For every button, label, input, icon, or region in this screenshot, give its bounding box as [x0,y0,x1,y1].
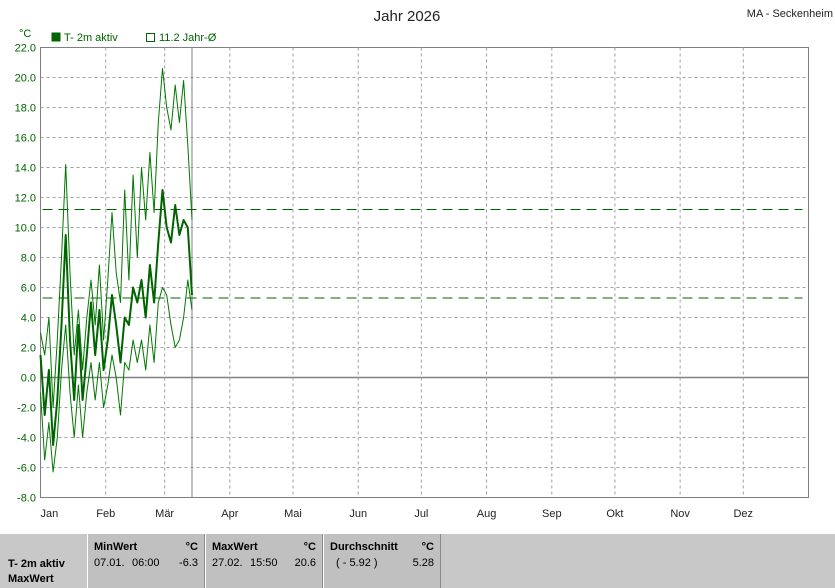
y-tick-label: 8.0 [21,253,36,265]
legend-swatch-hollow-icon [146,33,155,42]
station-name: MA - Seckenheim [747,8,833,20]
y-tick-label: 0.0 [21,373,36,385]
y-tick-label: 12.0 [15,193,36,205]
max-unit: °C [303,541,316,553]
min-value: -6.3 [179,557,198,569]
y-tick-label: 10.0 [15,223,36,235]
legend-label-average: 11.2 Jahr-Ø [159,32,217,44]
y-tick-label: 6.0 [21,283,36,295]
avg-value: 5.28 [412,557,434,569]
min-time: 06:00 [132,557,160,569]
legend-swatch-filled-icon [51,32,61,42]
y-tick-label: -8.0 [17,493,36,505]
month-label: Sep [542,508,562,520]
series-line-t-2m-aktiv [39,189,193,446]
series-line-tmin [40,279,193,473]
y-tick-label: 20.0 [15,73,36,85]
y-tick-label: 22.0 [15,43,36,55]
y-tick-labels: 22.0 20.0 18.0 16.0 14.0 12.0 10.0 8.0 6.0 4.0 2.0… [15,43,36,505]
month-label: Nov [670,508,690,520]
avg-note: ( - 5.92 ) [336,557,378,569]
month-label: Jun [349,508,367,520]
series-line-tmax [40,68,193,408]
y-tick-label: 4.0 [21,313,36,325]
min-unit: °C [185,541,198,553]
stats-footer: T- 2m aktiv MaxWert MinWert °C 07.01. 06… [0,534,835,588]
stat-cell-max: MaxWert °C 27.02. 15:50 20.6 [205,534,323,588]
series-lines [39,68,193,473]
y-tick-label: -4.0 [17,433,36,445]
avg-header: Durchschnitt [330,541,398,553]
stat-cell-average: Durchschnitt °C ( - 5.92 ) 5.28 [323,534,441,588]
footer-row-label-series: T- 2m aktiv [8,558,65,570]
stat-cell-min: MinWert °C 07.01. 06:00 -6.3 [87,534,205,588]
max-time: 15:50 [250,557,278,569]
month-label: Jul [414,508,428,520]
month-label: Mär [155,508,174,520]
y-tick-label: -2.0 [17,403,36,415]
y-axis-unit: °C [19,28,31,40]
legend: T- 2m aktiv 11.2 Jahr-Ø [51,32,217,44]
avg-unit: °C [421,541,434,553]
y-tick-label: 18.0 [15,103,36,115]
min-header: MinWert [94,541,138,553]
reference-lines [42,209,803,299]
chart-title: Jahr 2026 [374,8,441,25]
min-date: 07.01. [94,557,125,569]
max-header: MaxWert [212,541,258,553]
month-label: Apr [221,508,238,520]
footer-row-label-max: MaxWert [8,573,54,585]
max-value: 20.6 [294,557,316,569]
month-label: Feb [96,508,115,520]
max-date: 27.02. [212,557,243,569]
legend-label-current: T- 2m aktiv [64,32,118,44]
x-tick-labels: Jan Feb Mär Apr Mai Jun Jul Aug Sep Okt Nov Dez [41,508,754,520]
temperature-chart: Jahr 2026 MA - Seckenheim °C T- 2m aktiv… [15,8,833,520]
month-label: Jan [41,508,59,520]
y-tick-label: 16.0 [15,133,36,145]
y-tick-label: 14.0 [15,163,36,175]
grid [40,47,809,498]
month-label: Aug [477,508,497,520]
month-label: Mai [284,508,302,520]
month-label: Okt [606,508,623,520]
month-label: Dez [733,508,753,520]
y-tick-label: 2.0 [21,343,36,355]
y-tick-label: -6.0 [17,463,36,475]
